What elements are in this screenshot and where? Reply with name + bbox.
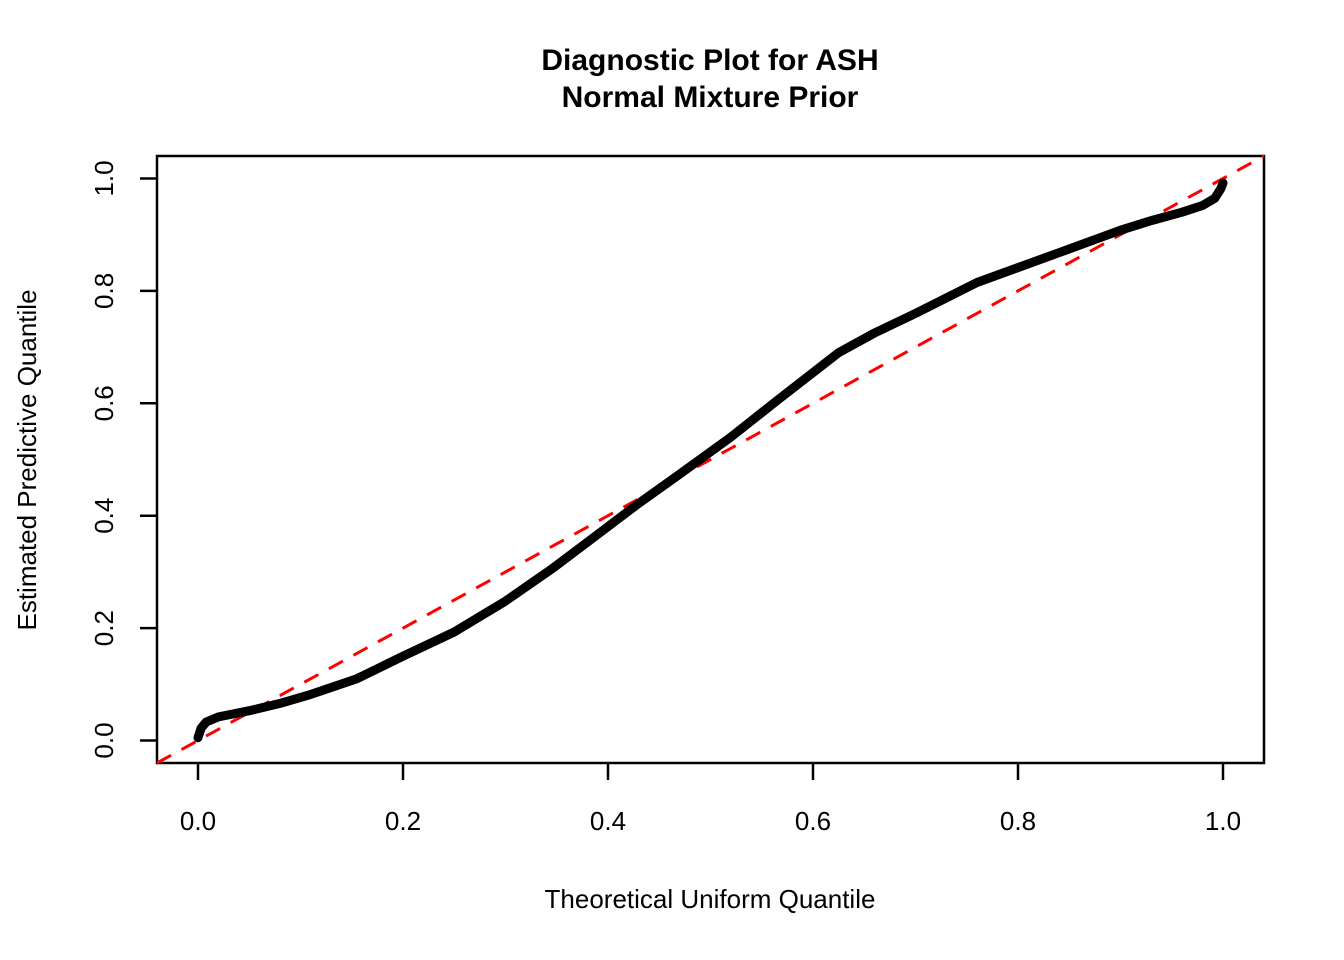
x-tick-label: 0.6	[795, 806, 831, 836]
y-axis-title: Estimated Predictive Quantile	[12, 289, 42, 630]
x-axis-title: Theoretical Uniform Quantile	[545, 884, 876, 914]
y-axis: 0.0 0.2 0.4 0.6 0.8 1.0	[89, 160, 157, 759]
x-tick-label: 1.0	[1205, 806, 1241, 836]
y-tick-label: 0.2	[89, 610, 119, 646]
x-tick-label: 0.4	[590, 806, 626, 836]
x-tick-label: 0.8	[1000, 806, 1036, 836]
x-tick-label: 0.2	[385, 806, 421, 836]
y-tick-label: 0.4	[89, 498, 119, 534]
plot-box	[155, 154, 1266, 765]
chart-title-line2: Normal Mixture Prior	[562, 81, 859, 114]
qq-curve-line	[193, 178, 1228, 743]
y-tick-label: 0.6	[89, 385, 119, 421]
x-axis: 0.0 0.2 0.4 0.6 0.8 1.0	[180, 763, 1241, 836]
y-tick-label: 1.0	[89, 160, 119, 196]
x-tick-label: 0.0	[180, 806, 216, 836]
y-tick-label: 0.8	[89, 273, 119, 309]
chart-title-line1: Diagnostic Plot for ASH	[541, 44, 878, 77]
y-tick-label: 0.0	[89, 722, 119, 758]
reference-diagonal-line	[156, 154, 1265, 765]
